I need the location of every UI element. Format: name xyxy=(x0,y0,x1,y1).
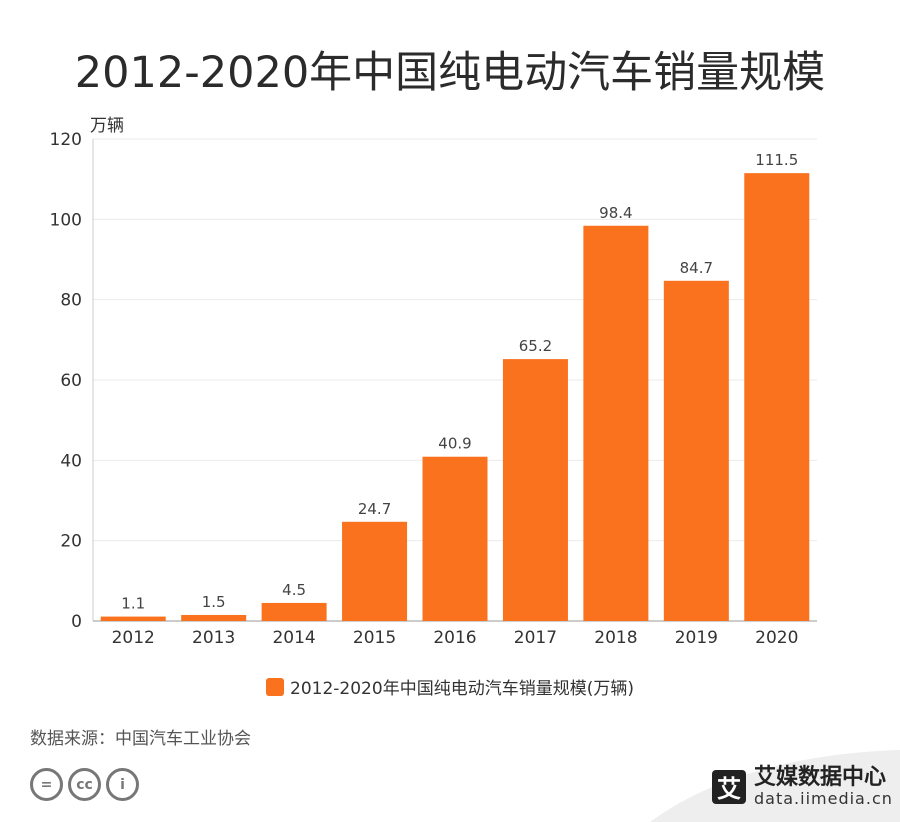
x-tick-label: 2015 xyxy=(353,628,396,648)
data-label: 40.9 xyxy=(438,435,471,453)
bar xyxy=(342,521,408,621)
x-tick-label: 2016 xyxy=(433,628,476,648)
cc-equals-icon: = xyxy=(30,768,63,801)
legend-label: 2012-2020年中国纯电动汽车销量规模(万辆) xyxy=(290,679,634,699)
bar xyxy=(744,173,810,621)
cc-attribution-icon: i xyxy=(106,768,139,801)
y-axis-unit: 万辆 xyxy=(90,116,124,136)
x-tick-label: 2014 xyxy=(272,628,315,648)
x-tick-label: 2012 xyxy=(112,628,155,648)
source-note: 数据来源：中国汽车工业协会 xyxy=(30,729,251,749)
y-tick-label: 120 xyxy=(50,130,82,150)
brand: 艾 艾媒数据中心 data.iimedia.cn xyxy=(712,765,893,809)
bar xyxy=(502,359,568,621)
y-tick-label: 40 xyxy=(60,451,82,471)
data-label: 1.5 xyxy=(202,593,226,611)
y-tick-label: 100 xyxy=(50,210,82,230)
x-tick-label: 2019 xyxy=(675,628,718,648)
legend-swatch xyxy=(266,677,285,696)
data-label: 98.4 xyxy=(599,204,632,222)
data-label: 24.7 xyxy=(358,500,391,518)
brand-name: 艾媒数据中心 xyxy=(754,765,887,790)
y-tick-label: 20 xyxy=(60,532,82,552)
x-tick-label: 2018 xyxy=(594,628,637,648)
x-tick-label: 2013 xyxy=(192,628,235,648)
bar xyxy=(583,225,649,621)
data-label: 4.5 xyxy=(282,581,306,599)
data-label: 65.2 xyxy=(519,337,552,355)
bar xyxy=(100,616,166,621)
data-label: 84.7 xyxy=(680,259,713,277)
bar xyxy=(422,456,488,621)
legend[interactable]: 2012-2020年中国纯电动汽车销量规模(万辆) xyxy=(0,674,900,699)
cc-icon: cc xyxy=(68,768,101,801)
bar xyxy=(261,602,327,621)
brand-logo: 艾 xyxy=(712,769,746,804)
license-icons: = cc i xyxy=(30,768,139,801)
data-label: 1.1 xyxy=(121,595,145,613)
data-label: 111.5 xyxy=(755,151,798,169)
bar xyxy=(663,280,729,621)
y-tick-label: 60 xyxy=(60,371,82,391)
y-tick-label: 80 xyxy=(60,291,82,311)
bar xyxy=(181,614,247,621)
brand-url: data.iimedia.cn xyxy=(754,789,893,809)
x-tick-label: 2020 xyxy=(755,628,798,648)
page-title: 2012-2020年中国纯电动汽车销量规模 xyxy=(74,48,826,98)
y-tick-label: 0 xyxy=(71,612,82,632)
x-tick-label: 2017 xyxy=(514,628,557,648)
